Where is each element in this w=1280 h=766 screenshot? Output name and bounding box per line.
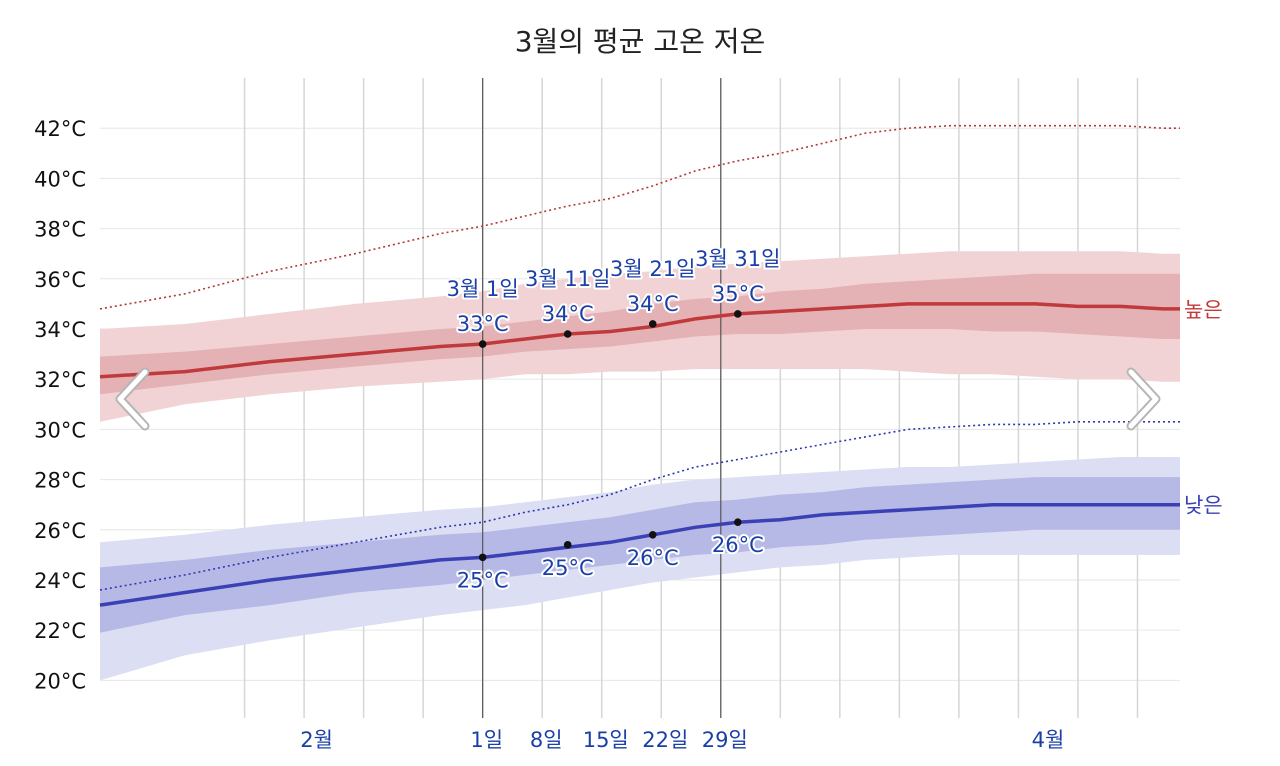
low-value-label: 26°C	[712, 533, 764, 557]
x-tick-label: 15일	[583, 728, 629, 752]
high-series-label: 높은	[1184, 298, 1223, 322]
labels-layer: 20°C 22°C 24°C 26°C 28°C 30°C 32°C 34°C 36°C 38°C…	[34, 117, 1223, 752]
high-marker-point	[733, 310, 742, 318]
y-tick-label: 34°C	[34, 318, 86, 342]
marker-date-label: 3월 31일	[695, 247, 780, 271]
y-tick-label: 38°C	[34, 218, 86, 242]
high-value-label: 34°C	[542, 302, 594, 326]
low-value-label: 25°C	[542, 556, 594, 580]
high-record-line	[99, 124, 1180, 310]
next-button[interactable]	[1120, 362, 1170, 437]
low-marker-point	[478, 553, 487, 562]
x-tick-label: 2월	[300, 728, 333, 752]
chevron-right-icon	[1128, 369, 1159, 429]
x-tick-label: 1일	[470, 728, 503, 752]
y-tick-label: 28°C	[34, 469, 86, 493]
y-tick-label: 20°C	[34, 669, 86, 693]
chevron-left-icon	[117, 369, 148, 429]
x-tick-label: 29일	[702, 728, 748, 752]
low-marker-point	[563, 541, 572, 549]
marker-points	[478, 310, 742, 562]
chart-title: 3월의 평균 고온 저온	[514, 25, 766, 58]
x-tick-label: 22일	[642, 728, 688, 752]
marker-lines	[482, 78, 722, 718]
marker-date-label: 3월 21일	[610, 257, 695, 281]
y-tick-label: 30°C	[34, 418, 86, 442]
high-marker-point	[478, 340, 487, 348]
marker-date-label: 3월 1일	[447, 277, 519, 301]
y-tick-label: 26°C	[34, 519, 86, 543]
low-value-label: 26°C	[627, 546, 679, 570]
prev-button[interactable]	[105, 362, 155, 437]
x-tick-label: 8일	[530, 728, 563, 752]
low-series-label: 낮은	[1184, 494, 1223, 518]
high-value-label: 35°C	[712, 282, 764, 306]
high-value-label: 33°C	[457, 312, 509, 336]
y-tick-label: 24°C	[34, 569, 86, 593]
low-marker-point	[733, 518, 742, 527]
low-record-line	[99, 420, 1180, 591]
low-marker-point	[648, 530, 657, 539]
y-tick-label: 36°C	[34, 268, 86, 292]
high-marker-point	[563, 330, 572, 338]
low-value-label: 25°C	[457, 568, 509, 592]
y-tick-label: 32°C	[34, 368, 86, 392]
y-tick-label: 40°C	[34, 167, 86, 191]
high-value-label: 34°C	[627, 292, 679, 316]
y-tick-label: 22°C	[34, 619, 86, 643]
y-tick-label: 42°C	[34, 117, 86, 141]
marker-date-label: 3월 11일	[525, 267, 610, 291]
high-marker-point	[648, 320, 657, 328]
low-band-p25-p75	[100, 477, 1180, 633]
x-tick-label: 4월	[1032, 728, 1065, 752]
